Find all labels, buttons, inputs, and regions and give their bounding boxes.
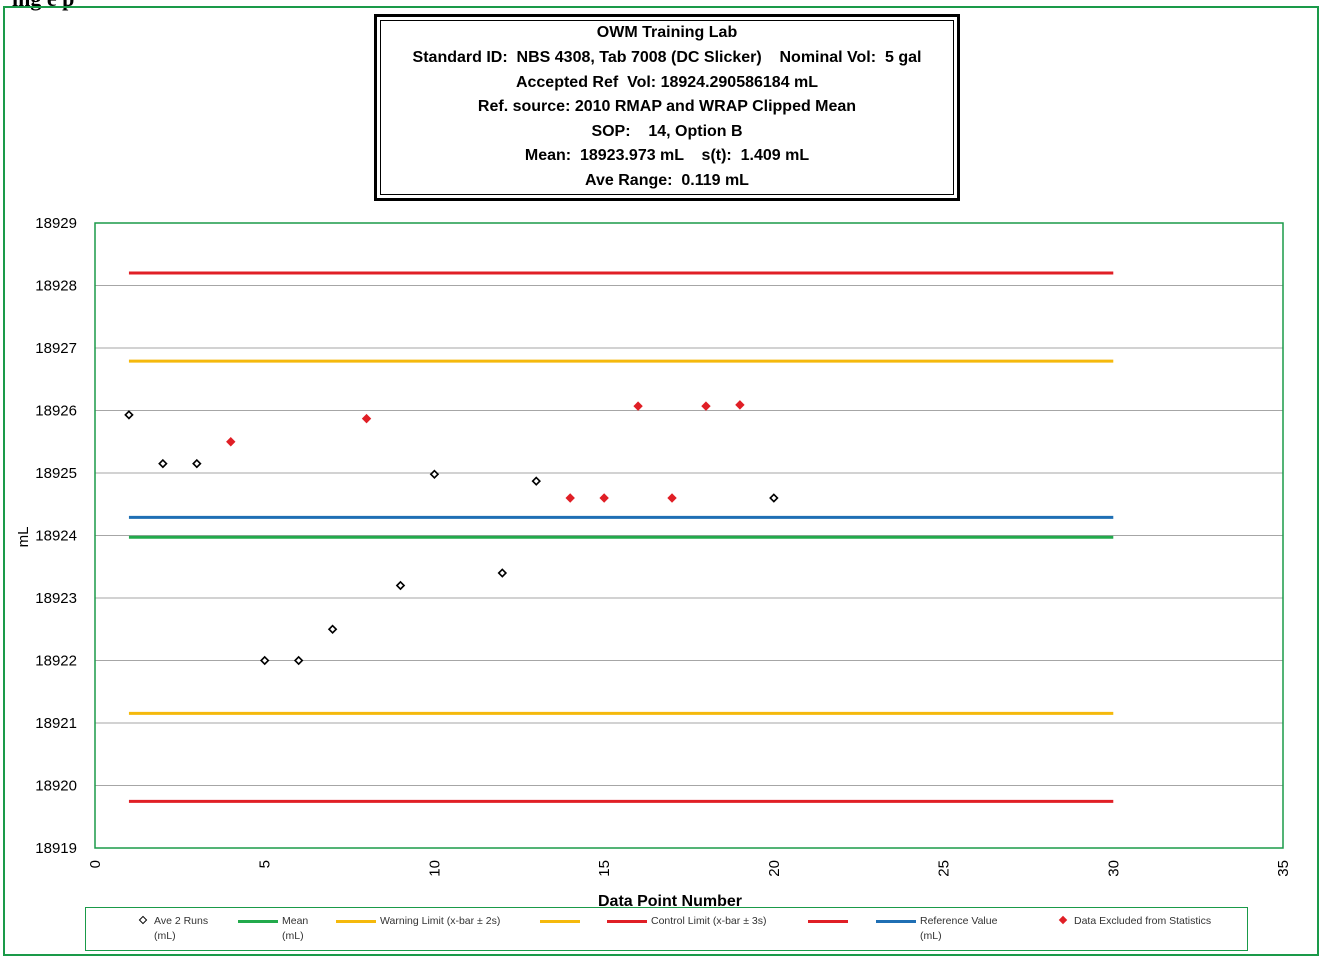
legend-line-swatch: [336, 920, 376, 923]
legend-label: Warning Limit (x-bar ± 2s): [380, 915, 501, 927]
x-tick-label: 25: [936, 860, 953, 877]
legend-symbol: [236, 914, 280, 928]
page-heading: ing e p: [12, 0, 74, 12]
legend-symbol: [334, 914, 378, 928]
gridlines: [95, 285, 1283, 786]
info-standard-id: Standard ID: NBS 4308, Tab 7008 (DC Slic…: [412, 49, 922, 67]
legend-diamond-marker: [138, 915, 148, 925]
data-point: [769, 493, 779, 503]
legend-symbol: [538, 914, 582, 928]
legend-item: Reference Value (mL): [874, 914, 997, 944]
y-tick-label: 18921: [35, 715, 77, 732]
y-axis-label: mL: [15, 527, 32, 548]
data-point: [429, 469, 440, 479]
info-ref-source: Ref. source: 2010 RMAP and WRAP Clipped …: [477, 98, 857, 116]
legend-line-swatch: [540, 920, 580, 923]
data-point: [497, 568, 508, 578]
legend-symbol: [605, 914, 649, 928]
legend-diamond-marker: [1058, 915, 1068, 925]
chart-legend: Ave 2 Runs (mL) Mean (mL) Warning Limit (x…: [85, 907, 1248, 951]
x-axis-label: Data Point Number: [598, 893, 742, 910]
y-tick-label: 18920: [35, 778, 77, 795]
excluded-data-point: [735, 400, 745, 410]
legend-line-swatch: [238, 920, 278, 923]
data-point: [293, 655, 304, 666]
chart-frame: [3, 6, 1319, 956]
info-sop: SOP: 14, Option B: [591, 122, 743, 140]
x-tick-labels: 0 5 10 15 20 25 30 35: [87, 860, 1292, 877]
y-tick-labels: 18919 18920 18921 18922 18923 18924 18925 18926…: [35, 215, 77, 857]
x-tick-label: 30: [1105, 860, 1122, 877]
legend-item: [538, 914, 582, 928]
legend-symbol: [122, 914, 152, 928]
excluded-data-point: [633, 401, 643, 411]
excluded-data-point: [565, 493, 575, 503]
excluded-data-point: [701, 401, 711, 411]
data-point: [259, 655, 270, 666]
excluded-data-point: [361, 413, 372, 424]
legend-label: Control Limit (x-bar ± 3s): [651, 915, 767, 927]
legend-symbol: [806, 914, 850, 928]
excluded-data-point: [599, 493, 609, 503]
legend-item: Warning Limit (x-bar ± 2s): [334, 914, 500, 929]
data-point: [327, 624, 338, 634]
legend-item: [806, 914, 850, 928]
excluded-data-point: [667, 493, 677, 503]
info-ave-range: Ave Range: 0.119 mL: [585, 171, 749, 189]
legend-label: Reference Value (mL): [920, 915, 998, 942]
legend-item: Mean (mL): [236, 914, 308, 944]
x-tick-label: 5: [257, 860, 274, 868]
x-tick-label: 35: [1275, 860, 1292, 877]
y-tick-label: 18929: [35, 215, 77, 232]
legend-symbol: [874, 914, 918, 928]
legend-symbol: [1042, 914, 1072, 928]
x-tick-label: 20: [766, 860, 783, 877]
data-point: [395, 580, 406, 591]
info-mean: Mean: 18923.973 mL s(t): 1.409 mL: [524, 147, 810, 165]
legend-item: Ave 2 Runs (mL): [122, 914, 208, 944]
y-tick-label: 18925: [35, 465, 77, 482]
legend-line-swatch: [876, 920, 916, 923]
x-tick-label: 10: [426, 860, 443, 877]
legend-label: Mean (mL): [282, 915, 309, 942]
legend-label: Ave 2 Runs (mL): [154, 915, 209, 942]
data-points: [124, 400, 779, 666]
plot-area-border: [94, 222, 1284, 849]
legend-item: Control Limit (x-bar ± 3s): [605, 914, 766, 929]
legend-line-swatch: [808, 920, 848, 923]
data-point: [531, 476, 541, 486]
y-tick-label: 18923: [35, 590, 77, 607]
info-accepted-ref: Accepted Ref Vol: 18924.290586184 mL: [515, 73, 819, 91]
data-point: [192, 458, 202, 469]
y-tick-label: 18922: [35, 653, 77, 670]
y-tick-label: 18919: [35, 840, 77, 857]
legend-line-swatch: [607, 920, 647, 923]
data-point: [158, 458, 168, 469]
legend-item: Data Excluded from Statistics: [1042, 914, 1211, 929]
info-box-inner: OWM Training Lab Standard ID: NBS 4308, …: [380, 20, 954, 195]
y-tick-label: 18926: [35, 403, 77, 420]
limit-lines: [128, 271, 1114, 803]
y-tick-label: 18924: [35, 528, 77, 545]
info-box: OWM Training Lab Standard ID: NBS 4308, …: [374, 14, 960, 201]
x-tick-label: 0: [87, 860, 104, 868]
x-tick-label: 15: [596, 860, 613, 877]
y-tick-label: 18927: [35, 340, 77, 357]
info-lab-name: OWM Training Lab: [596, 24, 738, 42]
legend-label: Data Excluded from Statistics: [1074, 915, 1212, 927]
y-tick-label: 18928: [35, 278, 77, 295]
excluded-data-point: [226, 437, 236, 447]
data-point: [124, 410, 134, 420]
